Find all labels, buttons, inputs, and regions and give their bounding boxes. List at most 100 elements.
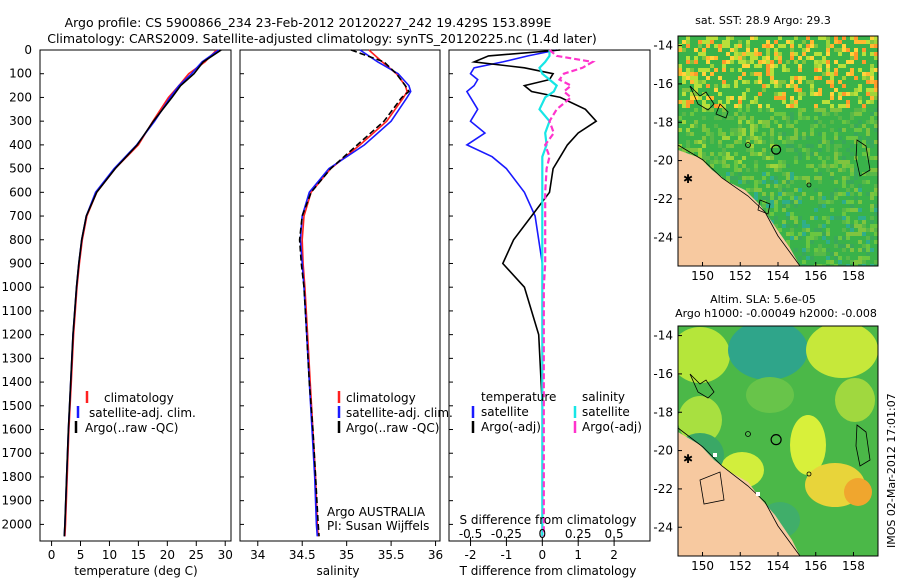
sst-cell	[770, 212, 774, 216]
sst-cell	[722, 132, 726, 136]
sst-cell	[818, 88, 822, 92]
sst-cell	[686, 72, 690, 76]
sst-cell	[758, 52, 762, 56]
sst-cell	[766, 172, 770, 176]
depth-tick-label: 500	[9, 162, 32, 176]
sst-cell	[742, 116, 746, 120]
sst-cell	[850, 112, 854, 116]
sst-cell	[842, 128, 846, 132]
sst-cell	[802, 116, 806, 120]
sst-cell	[694, 84, 698, 88]
sst-cell	[834, 108, 838, 112]
sst-cell	[774, 40, 778, 44]
sst-map-y-axis: -14 -16 -18 -20 -22 -24	[653, 39, 682, 244]
sst-cell	[774, 52, 778, 56]
x-tick-label: 36	[428, 548, 443, 562]
sst-cell	[810, 216, 814, 220]
coast-marker-icon: ✱	[683, 172, 693, 186]
sst-cell	[758, 92, 762, 96]
sst-cell	[762, 176, 766, 180]
sst-cell	[686, 76, 690, 80]
series-line-climatology	[301, 49, 408, 537]
sst-cell	[822, 160, 826, 164]
sst-cell	[782, 224, 786, 228]
sst-cell	[822, 56, 826, 60]
sst-cell	[706, 156, 710, 160]
sst-cell	[826, 260, 830, 264]
sst-cell	[766, 64, 770, 68]
sst-cell	[834, 36, 838, 40]
sst-cell	[698, 52, 702, 56]
sst-cell	[754, 72, 758, 76]
sst-cell	[810, 92, 814, 96]
sst-cell	[842, 264, 846, 266]
sst-cell	[822, 264, 826, 266]
sst-cell	[778, 112, 782, 116]
sst-cell	[706, 60, 710, 64]
sst-cell	[838, 92, 842, 96]
sst-cell	[742, 176, 746, 180]
sst-cell	[794, 200, 798, 204]
legend-label: climatology	[104, 391, 174, 405]
map-y-tick-label: -22	[653, 192, 673, 206]
sst-cell	[782, 116, 786, 120]
reef-outline	[855, 424, 871, 467]
sst-cell	[770, 180, 774, 184]
sst-cell	[710, 164, 714, 168]
sst-cell	[742, 92, 746, 96]
sst-cell	[810, 40, 814, 44]
sst-cell	[706, 76, 710, 80]
sst-cell	[790, 104, 794, 108]
sst-cell	[818, 36, 822, 40]
sst-cell	[754, 196, 758, 200]
sst-cell	[870, 156, 874, 160]
sst-cell	[858, 260, 862, 264]
sst-cell	[794, 216, 798, 220]
sst-cell	[858, 224, 862, 228]
sst-cell	[842, 140, 846, 144]
sst-cell	[722, 112, 726, 116]
sst-cell	[806, 44, 810, 48]
x-tick-label: 15	[131, 548, 146, 562]
sst-cell	[842, 200, 846, 204]
sst-cell	[798, 76, 802, 80]
sst-cell	[790, 40, 794, 44]
sst-cell	[866, 120, 870, 124]
sst-cell	[770, 140, 774, 144]
sla-map: ✱	[678, 326, 878, 556]
legend-label: satellite-adj. clim.	[346, 406, 453, 420]
sst-cell	[794, 132, 798, 136]
sst-cell	[870, 196, 874, 200]
sst-cell	[814, 60, 818, 64]
sst-cell	[754, 180, 758, 184]
sst-cell	[766, 40, 770, 44]
map-y-tick-label: -14	[653, 329, 673, 343]
sst-cell	[702, 124, 706, 128]
series-line-satellite-adj-clim-	[299, 49, 412, 537]
sst-cell	[710, 136, 714, 140]
sst-cell	[686, 56, 690, 60]
sst-cell	[830, 164, 834, 168]
sst-cell	[702, 136, 706, 140]
sst-cell	[834, 192, 838, 196]
salinity-series	[298, 49, 412, 537]
land-area	[678, 432, 800, 556]
sst-cell	[818, 108, 822, 112]
sst-cell	[734, 128, 738, 132]
map-x-tick-label: 150	[691, 269, 714, 283]
sst-cell	[830, 260, 834, 264]
sst-cell	[714, 44, 718, 48]
sst-cell	[854, 40, 858, 44]
sst-cell	[822, 204, 826, 208]
sst-cell	[702, 48, 706, 52]
sst-cell	[738, 120, 742, 124]
sla-map-title-1: Altim. SLA: 5.6e-05	[710, 293, 816, 306]
sst-cell	[834, 136, 838, 140]
sst-cell	[838, 260, 842, 264]
sst-cell	[862, 256, 866, 260]
sst-cell	[694, 76, 698, 80]
sst-cell	[822, 224, 826, 228]
land-area	[678, 150, 800, 266]
sst-cell	[754, 96, 758, 100]
sst-cell	[810, 88, 814, 92]
